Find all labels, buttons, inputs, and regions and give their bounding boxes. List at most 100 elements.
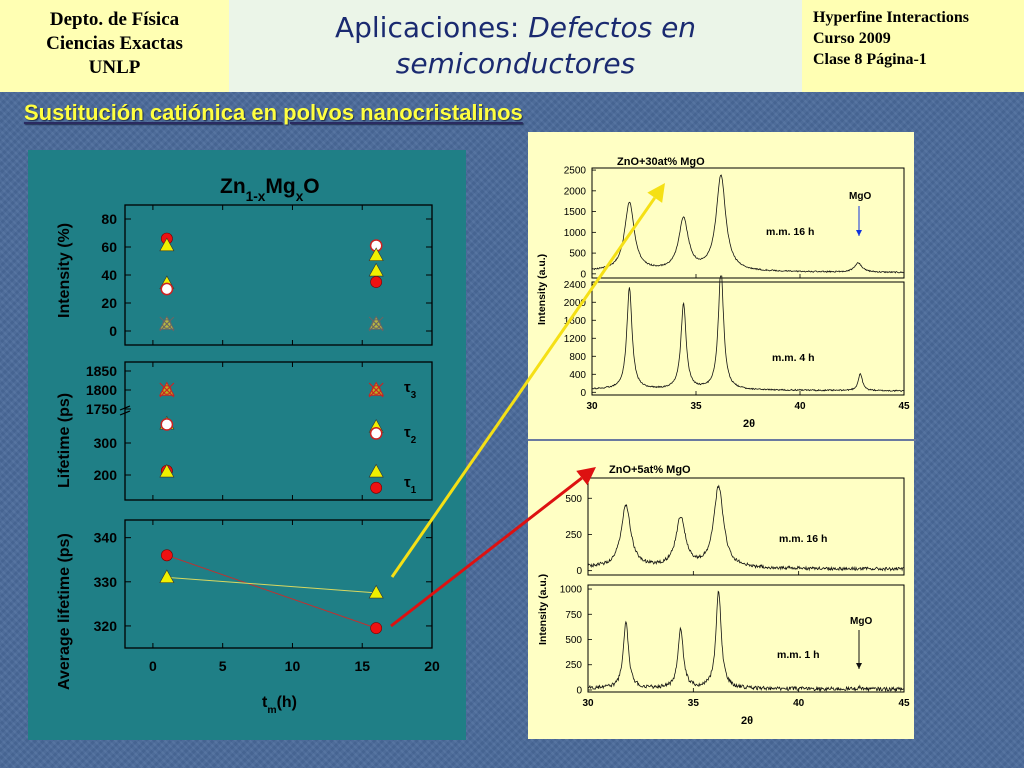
average-point (160, 549, 173, 562)
y-tick-label: 0 (109, 323, 117, 339)
mgo-annotation: MgO (849, 191, 871, 202)
average-series-line (166, 576, 377, 594)
tau-legend-label: τ3 (404, 379, 417, 401)
xrd-y-tick-label: 1200 (564, 334, 587, 345)
xrd-milling-label: m.m. 16 h (779, 533, 827, 545)
lifetime-point (368, 463, 384, 478)
course-name: Hyperfine Interactions (813, 9, 969, 26)
x-tick-label: 10 (285, 658, 301, 674)
panel-separator (528, 439, 916, 441)
xrd-x-tick-label: 35 (690, 401, 702, 412)
x-tick-label: 20 (424, 658, 440, 674)
xrd-x-axis-label: 2θ (743, 418, 755, 430)
xrd-milling-label: m.m. 1 h (777, 649, 820, 661)
xrd-y-tick-label: 1000 (560, 585, 583, 596)
xrd-x-tick-label: 45 (898, 401, 910, 412)
intensity-point (160, 282, 174, 296)
y-tick-label: 40 (101, 267, 117, 283)
lifetime-panel-frame (124, 361, 433, 501)
course-year: Curso 2009 (813, 30, 891, 47)
chart-title: Zn1-xMgxO (220, 175, 320, 204)
xrd-title: ZnO+5at% MgO (609, 464, 691, 476)
y-tick-label: 1750 (86, 401, 117, 417)
pac-chart-panel (28, 150, 466, 740)
tau-legend-label: τ2 (404, 424, 417, 446)
lifetime-point (160, 418, 174, 431)
xrd-y-tick-label: 750 (565, 610, 582, 621)
xrd-milling-label: m.m. 16 h (766, 226, 814, 238)
tau-legend-label: τ1 (404, 474, 417, 496)
average-panel-frame (124, 519, 433, 649)
title-prefix: Aplicaciones: (334, 11, 529, 44)
xrd-x-tick-label: 35 (688, 698, 700, 709)
xrd-y-axis-label: Intensity (a.u.) (537, 574, 549, 645)
intensity-point (368, 262, 384, 277)
xrd-x-tick-label: 40 (794, 401, 806, 412)
slide-title: Aplicaciones: Defectos en semiconductore… (229, 0, 802, 92)
xrd-milling-label: m.m. 4 h (772, 352, 815, 364)
xrd-x-tick-label: 30 (586, 401, 598, 412)
slide-subtitle: Sustitución catiónica en polvos nanocris… (24, 100, 523, 125)
department-line: Depto. de Física (49, 9, 180, 30)
xrd-y-tick-label: 2000 (564, 298, 587, 309)
xrd-y-tick-label: 500 (565, 494, 582, 505)
average-series-line (166, 554, 377, 629)
lifetime-point (159, 463, 175, 478)
mgo-annotation: MgO (850, 616, 872, 627)
intensity-point (370, 276, 383, 288)
xrd-y-tick-label: 2400 (564, 280, 587, 291)
xrd-panel-frame (591, 167, 905, 279)
xrd-y-tick-label: 2500 (564, 166, 587, 177)
mgo-arrowhead (856, 230, 862, 236)
intensity-ylabel: Intensity (%) (56, 223, 73, 318)
xrd-y-tick-label: 0 (576, 566, 582, 577)
intensity-point (368, 315, 385, 332)
y-tick-label: 1850 (86, 363, 117, 379)
y-tick-label: 60 (101, 239, 117, 255)
lifetime-ylabel: Lifetime (ps) (56, 393, 73, 488)
xrd-y-tick-label: 1600 (564, 316, 587, 327)
x-tick-label: 15 (354, 658, 370, 674)
yellow-arrow (390, 183, 665, 578)
red-arrow (390, 467, 596, 628)
header-course: Hyperfine Interactions Curso 2009 Clase … (802, 0, 1024, 92)
xrd-y-tick-label: 1500 (564, 207, 587, 218)
title-italic-1: Defectos en (528, 11, 697, 44)
average-ylabel: Average lifetime (ps) (56, 533, 73, 690)
mgo-arrowhead (856, 663, 862, 669)
xrd-x-tick-label: 30 (582, 698, 594, 709)
intensity-point (159, 237, 175, 252)
xrd-y-tick-label: 250 (565, 530, 582, 541)
xrd-pattern (587, 590, 905, 693)
xrd-y-tick-label: 800 (569, 352, 586, 363)
xrd-pattern (587, 484, 905, 572)
y-tick-label: 80 (101, 211, 117, 227)
y-tick-label: 1800 (86, 382, 117, 398)
xrd-pattern (591, 275, 905, 392)
xrd-y-tick-label: 500 (569, 249, 586, 260)
xrd-y-tick-label: 2000 (564, 186, 587, 197)
y-tick-label: 200 (94, 467, 118, 483)
x-tick-label: 5 (219, 658, 227, 674)
xrd-panel-frame (587, 477, 905, 576)
lifetime-point (370, 481, 383, 494)
intensity-point (368, 247, 384, 261)
xrd-x-tick-label: 40 (793, 698, 805, 709)
title-italic-2: semiconductores (395, 47, 636, 80)
xrd-y-tick-label: 250 (565, 660, 582, 671)
faculty-line: Ciencias Exactas (46, 33, 183, 54)
intensity-point (159, 315, 175, 332)
xrd-y-tick-label: 0 (580, 388, 586, 399)
y-tick-label: 300 (94, 435, 118, 451)
xrd-x-tick-label: 45 (898, 698, 910, 709)
lifetime-point (369, 427, 383, 440)
xrd-panel-frame (587, 584, 905, 693)
xrd-y-tick-label: 400 (569, 370, 586, 381)
lifetime-point (159, 381, 175, 398)
xrd-y-tick-label: 1000 (564, 228, 587, 239)
xrd-y-tick-label: 0 (576, 685, 582, 696)
xrd-y-tick-label: 500 (565, 635, 582, 646)
y-tick-label: 340 (94, 530, 118, 546)
average-point (368, 584, 384, 599)
